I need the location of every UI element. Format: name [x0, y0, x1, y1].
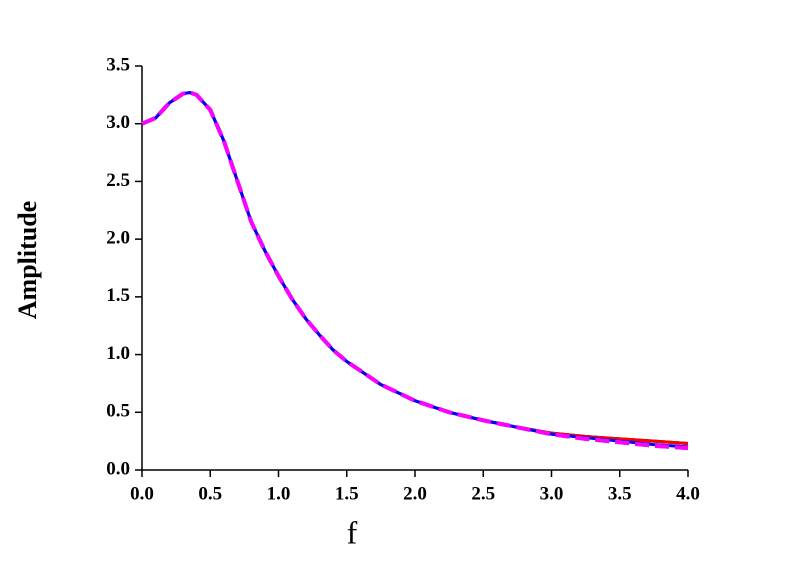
x-tick-label: 0.5 — [198, 483, 222, 504]
y-tick-label: 1.5 — [106, 285, 130, 306]
x-tick-label: 1.5 — [335, 483, 359, 504]
x-tick-label: 2.0 — [403, 483, 427, 504]
y-axis-label: Amplitude — [13, 201, 42, 319]
y-tick-label: 3.5 — [106, 54, 130, 75]
x-axis-label: f — [347, 514, 358, 550]
y-tick-label: 2.5 — [106, 170, 130, 191]
x-tick-label: 2.5 — [471, 483, 495, 504]
line-series — [141, 90, 689, 451]
y-tick-label: 2.0 — [106, 228, 130, 249]
y-tick-label: 1.0 — [106, 343, 130, 364]
x-tick-label: 1.0 — [267, 483, 291, 504]
x-tick-label: 4.0 — [676, 483, 700, 504]
x-tick-label: 3.5 — [608, 483, 632, 504]
y-tick-label: 0.5 — [106, 401, 130, 422]
x-tick-label: 3.0 — [540, 483, 564, 504]
y-tick-label: 0.0 — [106, 458, 130, 479]
x-tick-label: 0.0 — [130, 483, 154, 504]
y-tick-label: 3.0 — [106, 112, 130, 133]
